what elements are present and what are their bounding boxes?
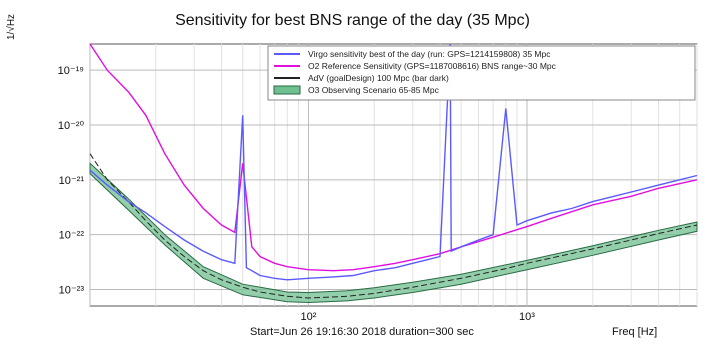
legend-box: [267, 45, 696, 101]
y-tick-label: 10⁻²⁰: [58, 120, 85, 132]
legend-entry: O2 Reference Sensitivity (GPS=1187008616…: [308, 61, 557, 71]
legend-entry: O3 Observing Scenario 65-85 Mpc: [308, 85, 440, 95]
band-layer: [89, 162, 698, 304]
y-tick-label: 10⁻²³: [59, 284, 85, 296]
series-band-3: [89, 162, 698, 304]
legend-swatch: [273, 85, 301, 95]
legend-entry: AdV (goalDesign) 100 Mpc (bar dark): [308, 73, 449, 83]
ticks-layer: 10⁻¹⁹ 10⁻²⁰ 10⁻²¹ 10⁻²² 10⁻²³ 10² 10³: [58, 65, 536, 323]
legend: Virgo sensitivity best of the day (run: …: [267, 45, 696, 101]
legend-entry: Virgo sensitivity best of the day (run: …: [308, 49, 551, 59]
series-line-2: [89, 153, 698, 299]
lines-layer: [89, 43, 698, 299]
time-footer: Start=Jun 26 19:16:30 2018 duration=300 …: [250, 326, 474, 338]
chart-title: Sensitivity for best BNS range of the da…: [175, 12, 530, 29]
y-tick-label: 10⁻²²: [59, 230, 85, 242]
x-axis-label: Freq [Hz]: [612, 326, 658, 338]
series-line-0: [89, 43, 698, 281]
y-tick-label: 10⁻²¹: [59, 175, 85, 187]
series-line-1: [89, 43, 698, 272]
x-tick-label: 10²: [301, 311, 317, 323]
y-tick-label: 10⁻¹⁹: [58, 65, 84, 77]
x-tick-label: 10³: [519, 311, 535, 323]
